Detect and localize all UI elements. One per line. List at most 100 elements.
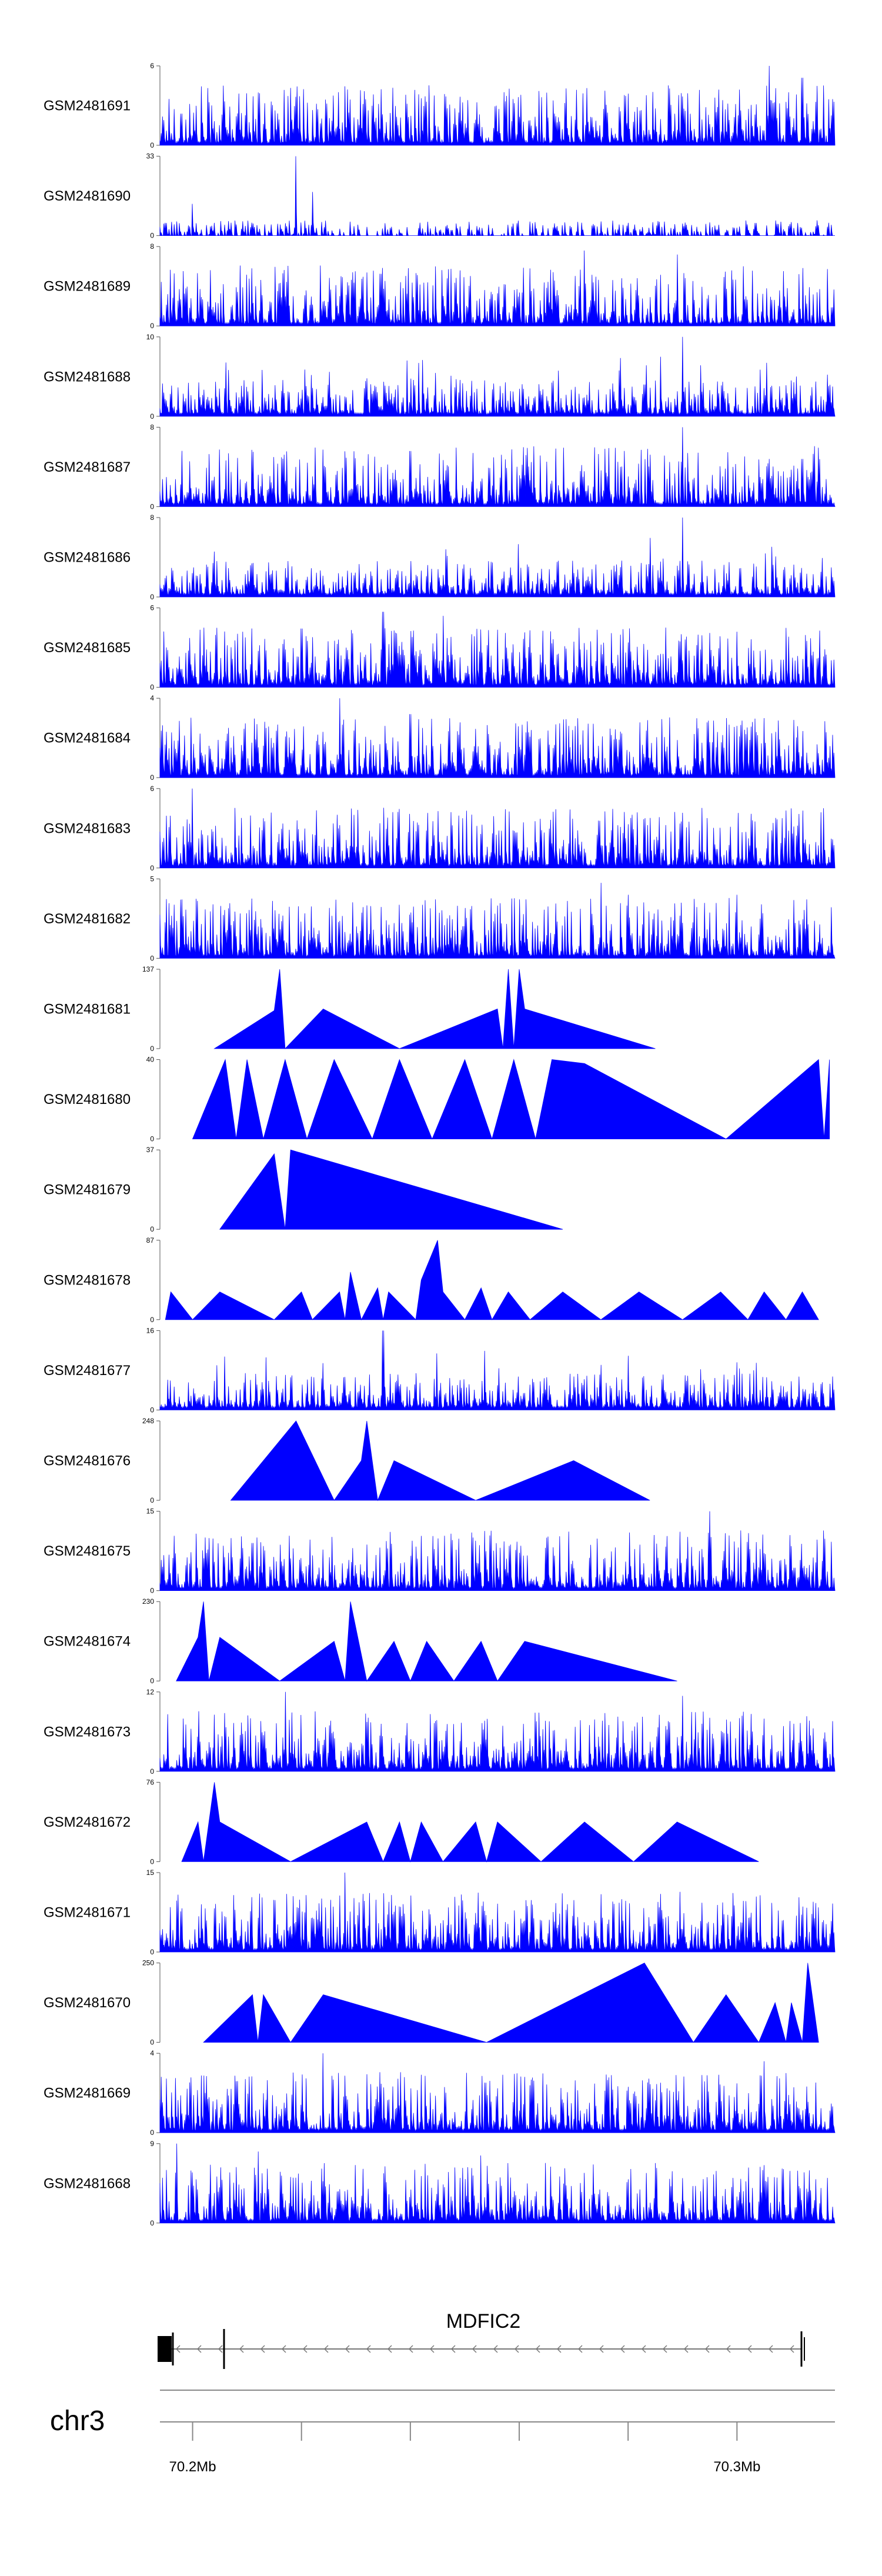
track-name-label: GSM2481679 — [44, 1182, 131, 1198]
y-min-label: 0 — [150, 683, 154, 692]
coverage-area — [159, 698, 836, 778]
y-min-label: 0 — [150, 593, 154, 601]
track-GSM2481672: GSM2481672 76 0 — [44, 1778, 759, 1866]
y-max-label: 6 — [150, 604, 154, 612]
strand-arrow — [408, 2345, 413, 2353]
strand-arrow — [577, 2345, 583, 2353]
track-GSM2481686: GSM2481686 8 0 — [44, 513, 836, 601]
track-GSM2481687: GSM2481687 8 0 — [44, 423, 836, 510]
coverage-area — [159, 1330, 836, 1410]
strand-arrow — [556, 2345, 562, 2353]
coverage-area — [181, 1782, 759, 1863]
track-name-label: GSM2481674 — [44, 1634, 131, 1650]
track-name-label: GSM2481683 — [44, 820, 131, 836]
coverage-area — [176, 1601, 677, 1682]
track-GSM2481677: GSM2481677 16 0 — [44, 1326, 836, 1414]
y-min-label: 0 — [150, 502, 154, 510]
y-min-label: 0 — [150, 1045, 154, 1053]
track-GSM2481675: GSM2481675 15 0 — [44, 1507, 836, 1595]
track-name-label: GSM2481687 — [44, 459, 131, 475]
track-name-label: GSM2481688 — [44, 369, 131, 385]
y-min-label: 0 — [150, 1948, 154, 1956]
y-max-label: 10 — [146, 333, 155, 341]
y-max-label: 16 — [146, 1326, 155, 1334]
strand-arrow — [429, 2345, 435, 2353]
y-max-label: 87 — [146, 1236, 155, 1244]
strand-arrow — [789, 2345, 794, 2353]
coverage-area — [159, 612, 836, 688]
track-GSM2481673: GSM2481673 12 0 — [44, 1688, 836, 1776]
coverage-area — [230, 1420, 650, 1501]
strand-arrow — [514, 2345, 519, 2353]
track-GSM2481668: GSM2481668 9 0 — [44, 2140, 836, 2227]
y-max-label: 12 — [146, 1688, 155, 1696]
y-min-label: 0 — [150, 141, 154, 149]
track-GSM2481685: GSM2481685 6 0 — [44, 604, 836, 692]
axis-tick-label: 70.3Mb — [713, 2459, 760, 2475]
y-max-label: 137 — [142, 965, 154, 973]
y-min-label: 0 — [150, 1225, 154, 1233]
strand-arrow — [472, 2345, 477, 2353]
track-GSM2481674: GSM2481674 230 0 — [44, 1597, 677, 1685]
y-min-label: 0 — [150, 2128, 154, 2137]
strand-arrow — [641, 2345, 646, 2353]
track-name-label: GSM2481685 — [44, 640, 131, 656]
track-GSM2481684: GSM2481684 4 0 — [44, 694, 836, 782]
coverage-area — [165, 1240, 819, 1320]
y-max-label: 33 — [146, 152, 155, 161]
track-GSM2481691: GSM2481691 6 0 — [44, 62, 836, 149]
y-min-label: 0 — [150, 1496, 154, 1504]
coverage-area — [159, 2053, 836, 2133]
track-name-label: GSM2481681 — [44, 1002, 131, 1017]
y-max-label: 9 — [150, 2140, 154, 2148]
track-name-label: GSM2481676 — [44, 1453, 131, 1469]
y-min-label: 0 — [150, 2038, 154, 2047]
coverage-area — [159, 427, 836, 507]
strand-arrow — [175, 2345, 181, 2353]
track-GSM2481689: GSM2481689 8 0 — [44, 242, 836, 330]
track-GSM2481683: GSM2481683 6 0 — [44, 785, 836, 872]
coverage-area — [159, 788, 836, 869]
strand-arrow — [726, 2345, 731, 2353]
coverage-area — [159, 1872, 836, 1953]
y-min-label: 0 — [150, 232, 154, 240]
y-max-label: 8 — [150, 242, 154, 251]
track-GSM2481681: GSM2481681 137 0 — [44, 965, 656, 1053]
gene-exon — [158, 2336, 172, 2362]
coverage-area — [213, 969, 656, 1049]
strand-arrow — [683, 2345, 689, 2353]
track-name-label: GSM2481684 — [44, 730, 131, 746]
coverage-area — [219, 1149, 563, 1230]
gene-track: MDFIC2 — [158, 2310, 805, 2369]
y-min-label: 0 — [150, 773, 154, 782]
y-max-label: 40 — [146, 1056, 155, 1064]
y-min-label: 0 — [150, 412, 154, 421]
coverage-area — [159, 517, 836, 598]
y-min-label: 0 — [150, 1857, 154, 1866]
track-name-label: GSM2481677 — [44, 1363, 131, 1379]
track-name-label: GSM2481673 — [44, 1724, 131, 1740]
track-name-label: GSM2481671 — [44, 1905, 131, 1921]
track-name-label: GSM2481691 — [44, 98, 131, 114]
strand-arrow — [281, 2345, 286, 2353]
coverage-area — [159, 2143, 836, 2224]
y-min-label: 0 — [150, 954, 154, 962]
track-GSM2481669: GSM2481669 4 0 — [44, 2049, 836, 2137]
track-name-label: GSM2481689 — [44, 279, 131, 295]
gene-name-label: MDFIC2 — [446, 2310, 521, 2333]
strand-arrow — [768, 2345, 773, 2353]
track-GSM2481678: GSM2481678 87 0 — [44, 1236, 819, 1324]
coverage-tracks: GSM248169160GSM2481690330GSM248168980GSM… — [44, 62, 836, 2227]
y-max-label: 248 — [142, 1417, 154, 1425]
track-name-label: GSM2481686 — [44, 550, 131, 566]
track-name-label: GSM2481678 — [44, 1272, 131, 1288]
track-GSM2481676: GSM2481676 248 0 — [44, 1417, 650, 1504]
y-max-label: 250 — [142, 1959, 154, 1967]
track-GSM2481679: GSM2481679 37 0 — [44, 1146, 563, 1233]
coverage-area — [159, 1691, 836, 1772]
y-min-label: 0 — [150, 1767, 154, 1776]
strand-arrow — [366, 2345, 371, 2353]
y-min-label: 0 — [150, 864, 154, 872]
track-name-label: GSM2481668 — [44, 2175, 131, 2191]
